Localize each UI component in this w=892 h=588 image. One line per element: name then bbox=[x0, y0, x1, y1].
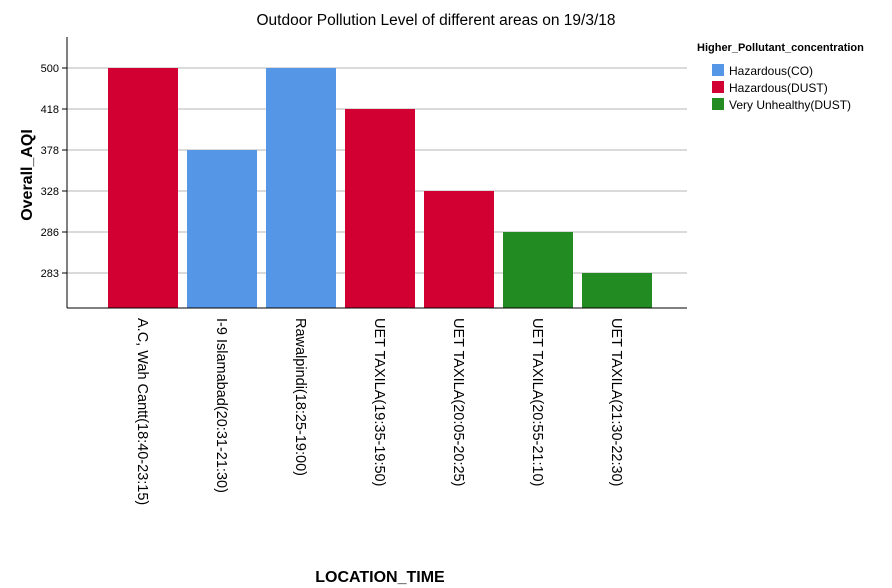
bar bbox=[345, 109, 415, 308]
axes bbox=[66, 37, 687, 309]
y-tick-label: 328 bbox=[41, 186, 59, 198]
legend: Higher_Pollutant_concentration Hazardous… bbox=[697, 42, 864, 112]
y-tick-labels: 500 418 378 328 286 283 bbox=[41, 63, 59, 280]
legend-label: Very Unhealthy(DUST) bbox=[729, 98, 851, 112]
x-category-label: A.C, Wah Cantt(18:40-23:15) bbox=[134, 318, 150, 505]
bar bbox=[187, 150, 257, 308]
x-category-labels: A.C, Wah Cantt(18:40-23:15) I-9 Islamabad… bbox=[134, 318, 624, 505]
legend-swatch bbox=[712, 98, 724, 110]
x-category-label: Rawalpindi(18:25-19:00) bbox=[292, 318, 308, 476]
bar bbox=[424, 191, 494, 308]
x-category-label: UET TAXILA(20:55-21:10) bbox=[529, 318, 545, 486]
y-tick-label: 418 bbox=[41, 104, 59, 116]
bar bbox=[266, 68, 336, 308]
bar bbox=[503, 232, 573, 308]
legend-label: Hazardous(CO) bbox=[729, 64, 813, 78]
y-axis-title: Overall_AQI bbox=[19, 129, 36, 221]
y-tick-label: 378 bbox=[41, 145, 59, 157]
legend-swatch bbox=[712, 81, 724, 93]
y-tick-label: 500 bbox=[41, 63, 59, 75]
legend-swatch bbox=[712, 64, 724, 76]
chart-title: Outdoor Pollution Level of different are… bbox=[256, 12, 615, 29]
x-category-label: UET TAXILA(19:35-19:50) bbox=[371, 318, 387, 486]
y-tick-label: 286 bbox=[41, 227, 59, 239]
legend-label: Hazardous(DUST) bbox=[729, 81, 828, 95]
x-category-label: UET TAXILA(20:05-20:25) bbox=[450, 318, 466, 486]
bar bbox=[108, 68, 178, 308]
y-tick-label: 283 bbox=[41, 268, 59, 280]
x-category-label: I-9 Islamabad(20:31-21:30) bbox=[213, 318, 229, 493]
bars bbox=[108, 68, 652, 308]
x-axis-title: LOCATION_TIME bbox=[315, 569, 445, 586]
bar bbox=[582, 273, 652, 308]
x-category-label: UET TAXILA(21:30-22:30) bbox=[608, 318, 624, 486]
legend-title: Higher_Pollutant_concentration bbox=[697, 42, 864, 54]
